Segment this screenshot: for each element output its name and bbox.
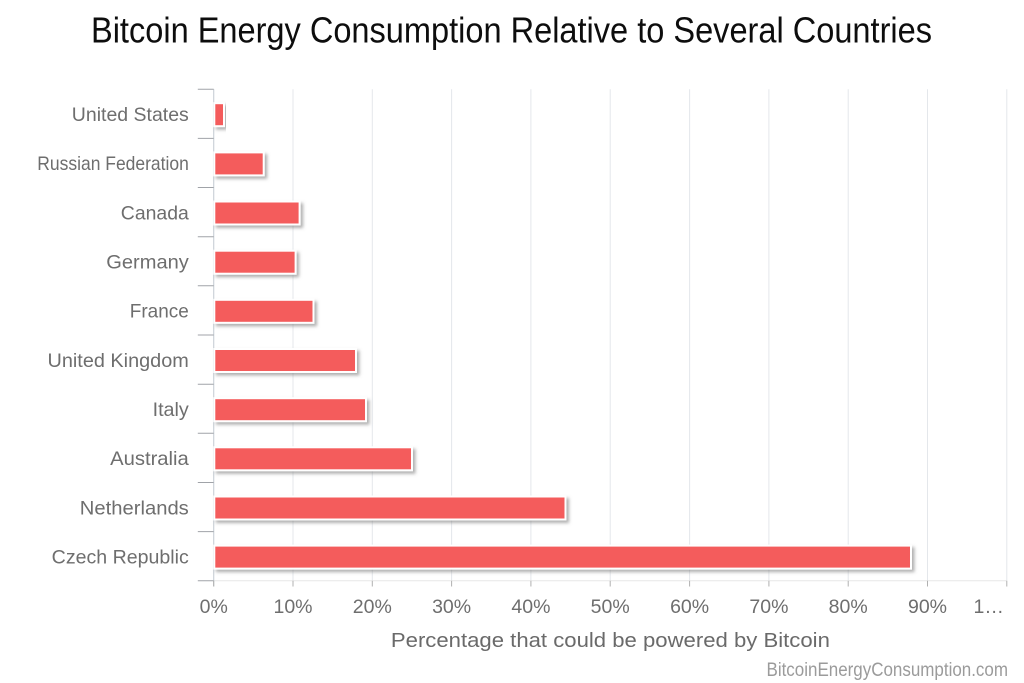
svg-text:30%: 30% xyxy=(432,596,471,618)
svg-text:Czech Republic: Czech Republic xyxy=(52,546,189,568)
svg-text:80%: 80% xyxy=(829,596,868,618)
svg-text:Italy: Italy xyxy=(153,399,189,421)
svg-text:1…: 1… xyxy=(974,596,1004,618)
svg-text:Germany: Germany xyxy=(106,252,189,274)
svg-text:10%: 10% xyxy=(273,596,312,618)
svg-text:Bitcoin Energy Consumption Rel: Bitcoin Energy Consumption Relative to S… xyxy=(91,9,932,50)
svg-text:Canada: Canada xyxy=(121,202,189,224)
svg-text:BitcoinEnergyConsumption.com: BitcoinEnergyConsumption.com xyxy=(767,659,1009,681)
svg-text:60%: 60% xyxy=(670,596,709,618)
svg-text:50%: 50% xyxy=(591,596,630,618)
svg-text:Russian Federation: Russian Federation xyxy=(37,153,189,175)
svg-text:United States: United States xyxy=(72,104,189,126)
svg-text:Australia: Australia xyxy=(110,448,189,470)
svg-text:40%: 40% xyxy=(511,596,550,618)
svg-text:0%: 0% xyxy=(200,596,228,618)
svg-text:70%: 70% xyxy=(749,596,788,618)
svg-text:Percentage that could be power: Percentage that could be powered by Bitc… xyxy=(391,630,830,652)
svg-text:20%: 20% xyxy=(353,596,392,618)
svg-text:United Kingdom: United Kingdom xyxy=(48,350,189,372)
svg-text:Netherlands: Netherlands xyxy=(80,497,189,519)
svg-text:France: France xyxy=(130,301,189,323)
svg-text:90%: 90% xyxy=(908,596,947,618)
